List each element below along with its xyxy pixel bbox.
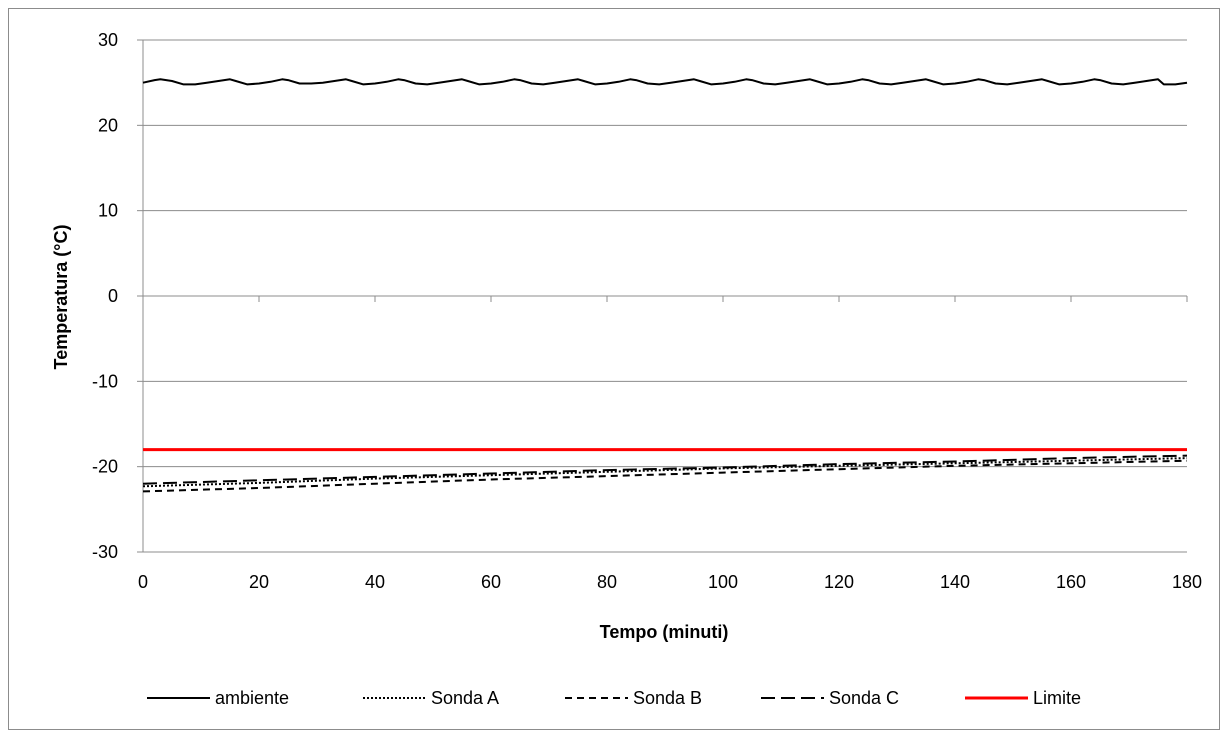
gridlines	[143, 39, 1187, 553]
y-tick-label-5: -20	[92, 457, 118, 477]
axes	[137, 39, 1188, 553]
legend-label-ambiente: ambiente	[215, 688, 289, 708]
series-lines	[142, 78, 1188, 493]
y-tick-label-3: 0	[108, 286, 118, 306]
y-axis-title: Temperatura (°C)	[51, 225, 71, 370]
y-tick-label-0: 30	[98, 30, 118, 50]
x-tick-label-4: 80	[597, 572, 617, 592]
legend-label-limite: Limite	[1033, 688, 1081, 708]
y-tick-label-1: 20	[98, 115, 118, 135]
series-line-sonda-a	[142, 457, 1188, 488]
x-tick-label-3: 60	[481, 572, 501, 592]
y-tick-label-4: -10	[92, 371, 118, 391]
series-line-ambiente	[142, 78, 1188, 86]
y-tick-label-2: 10	[98, 201, 118, 221]
series-line-sonda-b	[142, 459, 1188, 493]
legend-label-sonda-b: Sonda B	[633, 688, 702, 708]
series-line-sonda-c	[142, 454, 1188, 485]
chart-frame	[8, 8, 1220, 730]
x-tick-label-5: 100	[708, 572, 738, 592]
legend-label-sonda-c: Sonda C	[829, 688, 899, 708]
x-tick-label-1: 20	[249, 572, 269, 592]
y-tick-label-6: -30	[92, 542, 118, 562]
x-tick-label-0: 0	[138, 572, 148, 592]
x-tick-label-6: 120	[824, 572, 854, 592]
x-tick-label-7: 140	[940, 572, 970, 592]
x-tick-label-9: 180	[1172, 572, 1202, 592]
legend-label-sonda-a: Sonda A	[431, 688, 499, 708]
x-tick-label-2: 40	[365, 572, 385, 592]
legend: ambiente Sonda A Sonda B Sonda C Limite	[147, 688, 1081, 708]
x-tick-label-8: 160	[1056, 572, 1086, 592]
x-axis-title: Tempo (minuti)	[600, 622, 729, 642]
